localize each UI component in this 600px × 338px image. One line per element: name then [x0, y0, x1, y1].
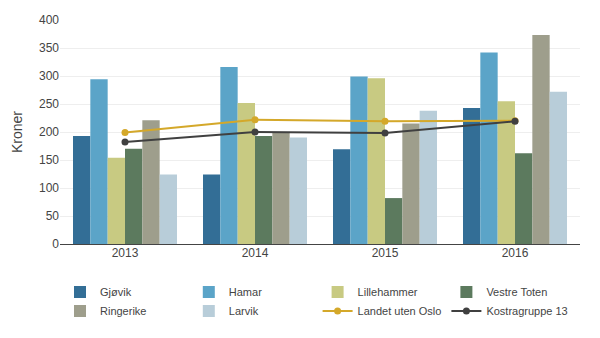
svg-text:Gjøvik: Gjøvik — [100, 286, 132, 298]
svg-text:Ringerike: Ringerike — [100, 305, 146, 317]
svg-text:Larvik: Larvik — [229, 305, 259, 317]
svg-text:350: 350 — [39, 41, 59, 55]
svg-text:Landet uten Oslo: Landet uten Oslo — [358, 305, 442, 317]
svg-text:2013: 2013 — [112, 246, 139, 260]
svg-text:Vestre Toten: Vestre Toten — [486, 286, 547, 298]
svg-text:Kostragruppe 13: Kostragruppe 13 — [486, 305, 567, 317]
svg-text:Kroner: Kroner — [9, 111, 25, 153]
svg-text:50: 50 — [46, 209, 60, 223]
svg-text:150: 150 — [39, 153, 59, 167]
svg-text:250: 250 — [39, 97, 59, 111]
svg-text:2016: 2016 — [502, 246, 529, 260]
svg-text:200: 200 — [39, 125, 59, 139]
svg-text:Lillehammer: Lillehammer — [358, 286, 418, 298]
svg-text:400: 400 — [39, 13, 59, 27]
svg-text:2014: 2014 — [242, 246, 269, 260]
svg-text:2015: 2015 — [372, 246, 399, 260]
svg-text:Hamar: Hamar — [229, 286, 262, 298]
svg-text:0: 0 — [52, 237, 59, 251]
svg-text:300: 300 — [39, 69, 59, 83]
svg-text:100: 100 — [39, 181, 59, 195]
